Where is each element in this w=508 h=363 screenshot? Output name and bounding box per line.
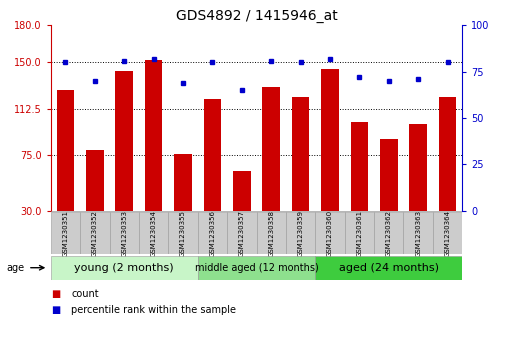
Bar bbox=[263, 87, 280, 248]
Bar bbox=[233, 171, 250, 248]
FancyBboxPatch shape bbox=[315, 212, 345, 254]
FancyBboxPatch shape bbox=[51, 212, 80, 254]
Bar bbox=[145, 60, 163, 248]
Bar bbox=[321, 69, 339, 248]
Bar bbox=[409, 124, 427, 248]
Text: GSM1230357: GSM1230357 bbox=[239, 210, 245, 257]
FancyBboxPatch shape bbox=[198, 212, 227, 254]
Bar bbox=[86, 150, 104, 248]
Text: GSM1230356: GSM1230356 bbox=[209, 210, 215, 257]
FancyBboxPatch shape bbox=[198, 256, 315, 280]
Bar bbox=[351, 122, 368, 248]
Bar bbox=[115, 71, 133, 248]
Bar bbox=[174, 154, 192, 248]
Text: count: count bbox=[71, 289, 99, 299]
Text: GSM1230359: GSM1230359 bbox=[298, 210, 304, 257]
Text: percentile rank within the sample: percentile rank within the sample bbox=[71, 305, 236, 315]
FancyBboxPatch shape bbox=[286, 212, 315, 254]
Text: GSM1230353: GSM1230353 bbox=[121, 210, 128, 257]
Bar bbox=[380, 139, 398, 248]
Text: age: age bbox=[6, 263, 24, 273]
Text: middle aged (12 months): middle aged (12 months) bbox=[195, 263, 319, 273]
FancyBboxPatch shape bbox=[257, 212, 286, 254]
Text: GSM1230358: GSM1230358 bbox=[268, 210, 274, 257]
Text: GSM1230362: GSM1230362 bbox=[386, 210, 392, 257]
FancyBboxPatch shape bbox=[374, 212, 403, 254]
Text: young (2 months): young (2 months) bbox=[75, 263, 174, 273]
Text: aged (24 months): aged (24 months) bbox=[339, 263, 439, 273]
Text: GSM1230355: GSM1230355 bbox=[180, 210, 186, 257]
Text: GSM1230352: GSM1230352 bbox=[92, 210, 98, 257]
FancyBboxPatch shape bbox=[227, 212, 257, 254]
Bar bbox=[57, 90, 74, 248]
Text: GSM1230351: GSM1230351 bbox=[62, 210, 69, 257]
FancyBboxPatch shape bbox=[433, 212, 462, 254]
FancyBboxPatch shape bbox=[110, 212, 139, 254]
Text: ■: ■ bbox=[51, 305, 60, 315]
Text: GSM1230360: GSM1230360 bbox=[327, 210, 333, 257]
FancyBboxPatch shape bbox=[80, 212, 110, 254]
FancyBboxPatch shape bbox=[139, 212, 168, 254]
Text: GSM1230363: GSM1230363 bbox=[415, 210, 421, 257]
Bar bbox=[204, 99, 221, 248]
FancyBboxPatch shape bbox=[403, 212, 433, 254]
FancyBboxPatch shape bbox=[168, 212, 198, 254]
Bar bbox=[439, 97, 456, 248]
Text: ■: ■ bbox=[51, 289, 60, 299]
Bar bbox=[292, 97, 309, 248]
FancyBboxPatch shape bbox=[345, 212, 374, 254]
FancyBboxPatch shape bbox=[51, 256, 198, 280]
Text: GSM1230354: GSM1230354 bbox=[151, 210, 156, 257]
Text: GSM1230364: GSM1230364 bbox=[444, 210, 451, 257]
Text: GSM1230361: GSM1230361 bbox=[357, 210, 362, 257]
Title: GDS4892 / 1415946_at: GDS4892 / 1415946_at bbox=[176, 9, 337, 23]
FancyBboxPatch shape bbox=[315, 256, 462, 280]
